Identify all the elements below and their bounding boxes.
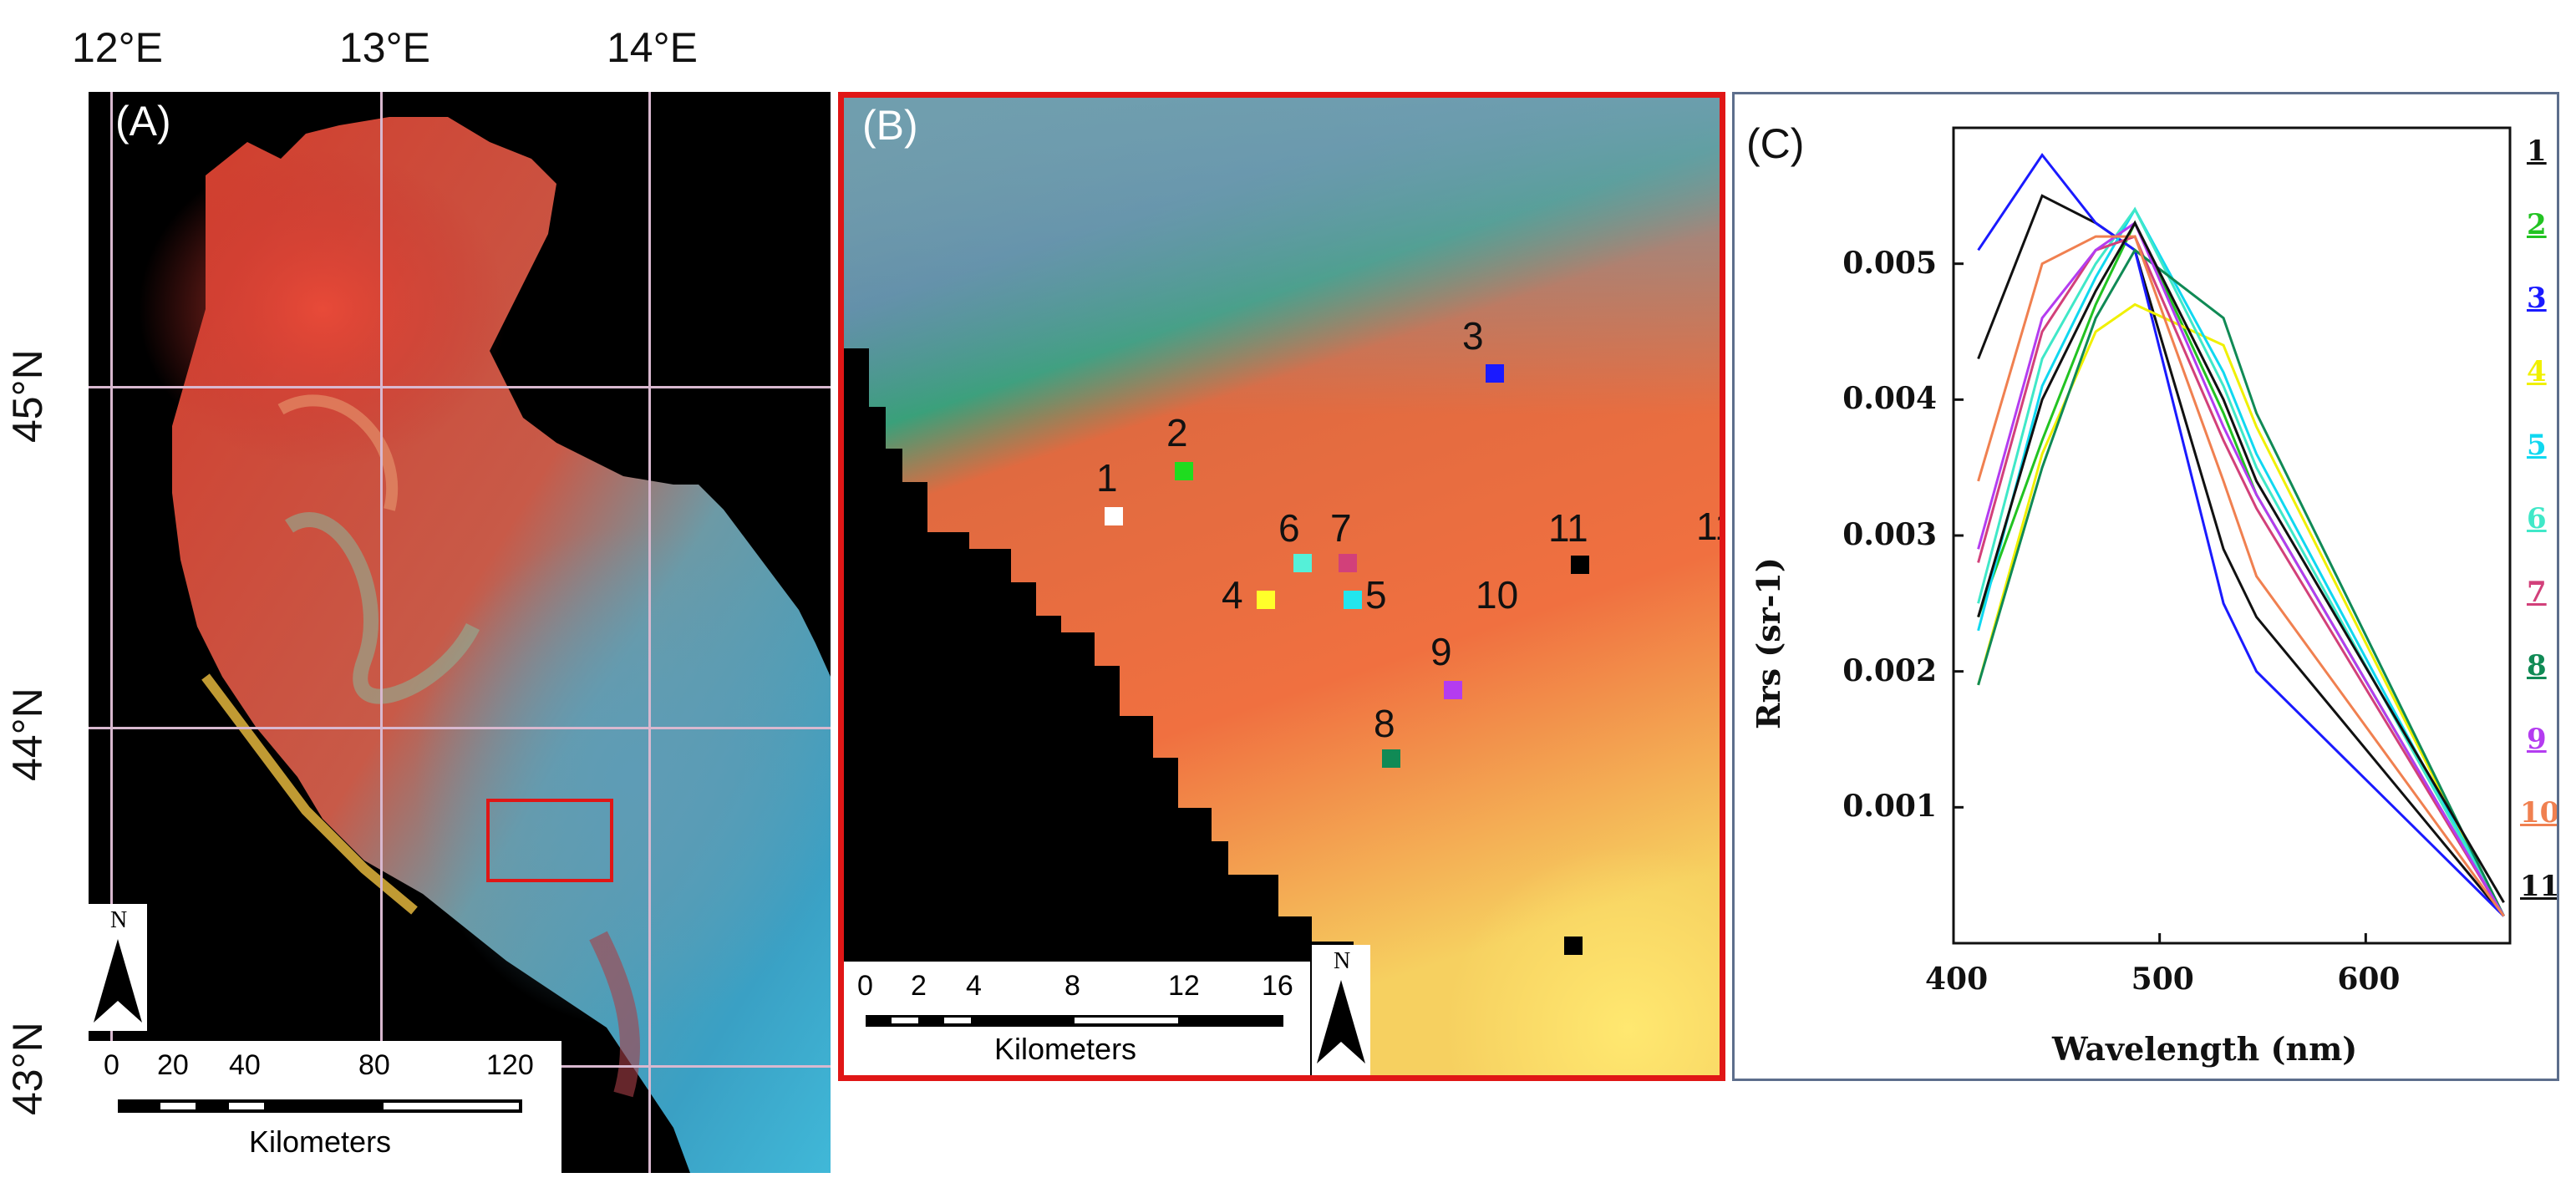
- scale-tick: 12: [1168, 970, 1200, 1002]
- station-marker-5: [1344, 591, 1362, 609]
- scale-bar-graphic: [866, 1015, 1283, 1027]
- scale-tick: 16: [1262, 970, 1293, 1002]
- x-tick-label: 500: [2131, 962, 2194, 997]
- rrs-spectra-plot: [1952, 126, 2512, 945]
- legend-entry-7: 7: [2527, 576, 2547, 609]
- scale-tick: 4: [966, 970, 982, 1002]
- scale-tick: 0: [104, 1049, 119, 1081]
- y-tick-label: 0.002: [1842, 652, 1937, 688]
- series-line-11: [1977, 220, 2505, 903]
- series-line-7: [1977, 235, 2505, 917]
- scale-tick: 8: [1064, 970, 1080, 1002]
- meridian-13e: [380, 92, 383, 1173]
- north-arrow-b: N: [1312, 945, 1370, 1075]
- north-arrow-icon: [94, 939, 142, 1023]
- scale-bar-graphic: [118, 1099, 522, 1113]
- station-marker-6: [1293, 554, 1312, 572]
- panel-a-map: (A) N 0 20 40 80 120 Kilometers: [89, 92, 831, 1173]
- legend-entry-8: 8: [2527, 649, 2547, 683]
- north-letter: N: [1334, 948, 1351, 974]
- series-line-6: [1977, 206, 2505, 917]
- inset-location-box: [486, 799, 613, 882]
- scale-tick: 2: [911, 970, 927, 1002]
- scale-tick: 120: [486, 1049, 534, 1081]
- legend-entry-4: 4: [2527, 355, 2547, 388]
- legend-entry-1: 1: [2527, 135, 2547, 168]
- legend-entry-10: 10: [2520, 796, 2559, 830]
- station-label-2: 2: [1166, 411, 1188, 454]
- y-tick-label: 0.003: [1842, 517, 1937, 552]
- legend-entry-9: 9: [2527, 723, 2547, 756]
- scale-tick: 80: [358, 1049, 390, 1081]
- meridian-12e: [110, 92, 113, 1173]
- station-label-6: 6: [1278, 506, 1300, 550]
- scalebar-a: 0 20 40 80 120 Kilometers: [89, 1041, 561, 1173]
- station-marker-9: [1444, 681, 1462, 699]
- panel-c-letter: (C): [1746, 120, 1805, 167]
- station-marker-3: [1486, 364, 1504, 383]
- panel-b-letter: (B): [862, 102, 918, 149]
- parallel-44n: [89, 727, 831, 729]
- station-marker-4: [1257, 591, 1275, 609]
- x-tick-label: 600: [2337, 962, 2401, 997]
- north-arrow-a: N: [89, 904, 147, 1031]
- scale-tick: 40: [229, 1049, 261, 1081]
- series-line-9: [1977, 221, 2505, 917]
- station-marker-8: [1382, 749, 1400, 768]
- station-label-7: 7: [1330, 506, 1352, 550]
- station-label-11: 11: [1548, 506, 1588, 550]
- series-line-8: [1977, 248, 2505, 917]
- y-tick-label: 0.005: [1842, 245, 1937, 281]
- panel-a-letter: (A): [115, 98, 171, 145]
- station-marker-1: [1105, 507, 1123, 525]
- lon-label-12e: 12°E: [72, 24, 163, 71]
- legend-entry-6: 6: [2527, 502, 2547, 536]
- parallel-45n: [89, 386, 831, 388]
- x-axis-label: Wavelength (nm): [2052, 1030, 2358, 1068]
- series-line-2: [1977, 220, 2505, 917]
- zoomed-satellite-image: [844, 98, 1720, 1075]
- y-tick-label: 0.004: [1842, 381, 1937, 417]
- legend-entry-11: 11: [2520, 870, 2559, 903]
- x-tick-label: 400: [1925, 962, 1989, 997]
- panel-b-map: (B) 3 2 1 6 7 11 11 4 5 10 9 8 0 2 4 8 1…: [838, 92, 1725, 1081]
- meridian-14e: [648, 92, 651, 1173]
- scale-unit: Kilometers: [249, 1124, 392, 1159]
- station-marker-7: [1339, 554, 1357, 572]
- scale-tick: 0: [857, 970, 873, 1002]
- station-label-8: 8: [1374, 702, 1395, 745]
- station-marker-2: [1175, 462, 1193, 480]
- lat-label-43n: 43°N: [4, 1022, 51, 1115]
- lat-label-44n: 44°N: [4, 688, 51, 781]
- station-label-3: 3: [1462, 314, 1484, 358]
- satellite-image-adriatic: [139, 117, 831, 1173]
- scale-tick: 20: [157, 1049, 189, 1081]
- legend-entry-5: 5: [2527, 429, 2547, 462]
- station-marker-11: [1571, 556, 1589, 574]
- station-label-5: 5: [1365, 573, 1387, 617]
- station-label-10: 10: [1476, 573, 1519, 617]
- legend-entry-3: 3: [2527, 282, 2547, 315]
- station-label-11: 11: [1696, 505, 1720, 548]
- y-tick-label: 0.001: [1842, 789, 1937, 825]
- scalebar-b: 0 2 4 8 12 16 Kilometers: [844, 962, 1310, 1075]
- lon-label-13e: 13°E: [339, 24, 430, 71]
- series-line-5: [1977, 206, 2505, 917]
- scale-unit: Kilometers: [994, 1032, 1137, 1066]
- series-line-4: [1977, 302, 2505, 917]
- station-label-1: 1: [1096, 456, 1118, 500]
- station-label-9: 9: [1430, 630, 1452, 673]
- legend-entry-2: 2: [2527, 208, 2547, 241]
- lon-label-14e: 14°E: [607, 24, 698, 71]
- north-arrow-icon: [1317, 980, 1365, 1063]
- north-letter: N: [110, 907, 128, 933]
- station-label-4: 4: [1222, 573, 1243, 617]
- panel-c-chart: (C) Rrs (sr-1) Wavelength (nm) 0.001 0.00…: [1732, 92, 2559, 1081]
- lat-label-45n: 45°N: [4, 349, 51, 443]
- series-line-10: [1977, 235, 2505, 917]
